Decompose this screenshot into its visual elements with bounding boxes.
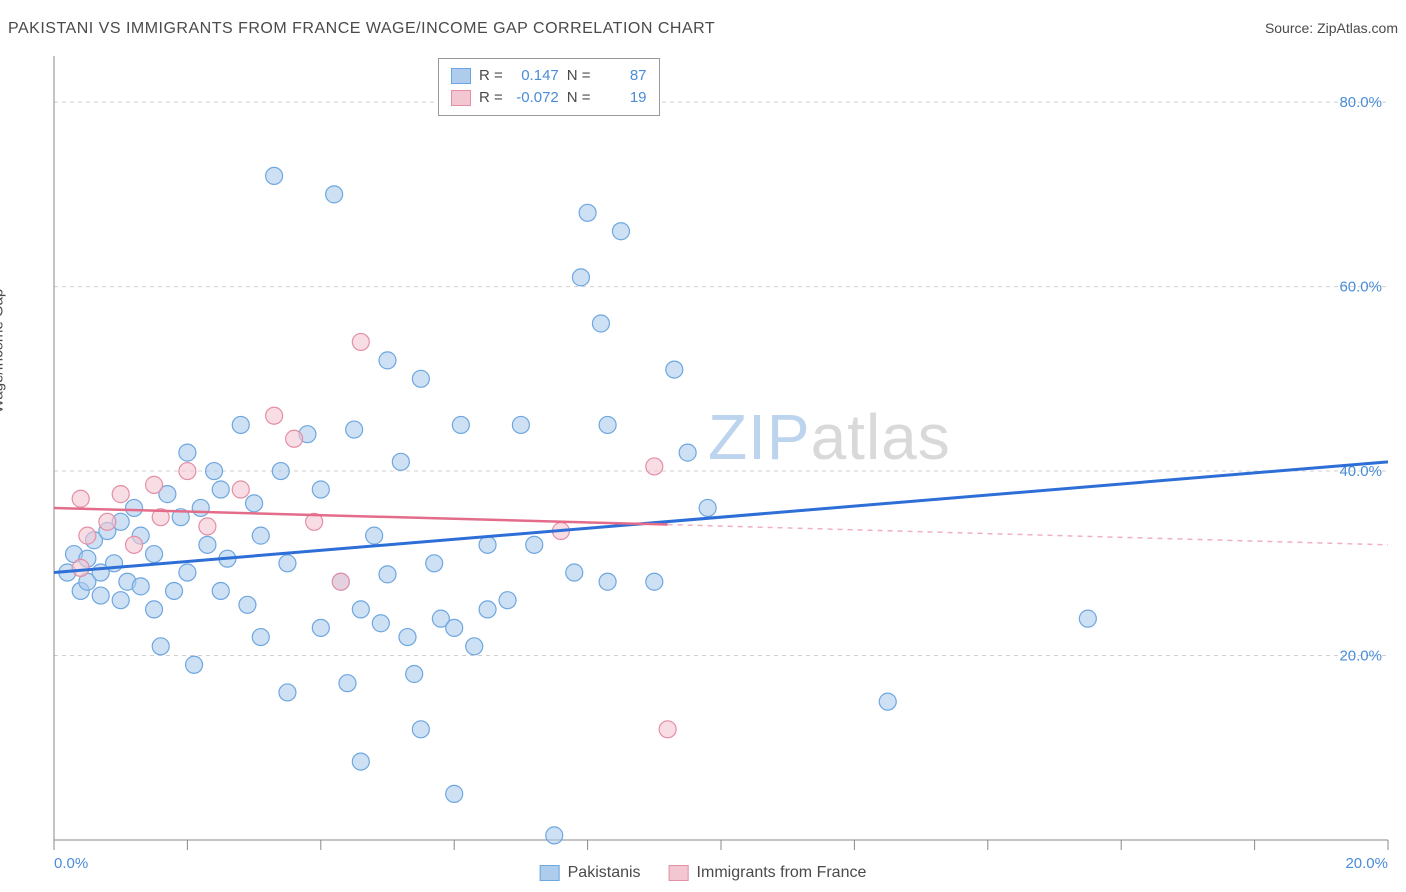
legend-swatch-a-icon <box>540 865 560 881</box>
scatter-chart: 20.0%40.0%60.0%80.0%0.0%20.0% <box>8 50 1398 884</box>
bottom-legend: Pakistanis Immigrants from France <box>540 864 867 882</box>
chart-area: Wage/Income Gap 20.0%40.0%60.0%80.0%0.0%… <box>8 50 1398 884</box>
stats-legend-box: R = 0.147 N = 87 R = -0.072 N = 19 <box>438 58 660 116</box>
legend-label-a: Pakistanis <box>568 864 641 882</box>
swatch-b-icon <box>451 90 471 106</box>
r-label-b: R = <box>479 87 503 109</box>
n-value-b: 19 <box>599 87 647 109</box>
r-label-a: R = <box>479 65 503 87</box>
y-axis-label: Wage/Income Gap <box>0 289 7 414</box>
legend-item-a: Pakistanis <box>540 864 641 882</box>
svg-text:60.0%: 60.0% <box>1339 279 1382 296</box>
chart-title: PAKISTANI VS IMMIGRANTS FROM FRANCE WAGE… <box>8 20 715 38</box>
svg-text:20.0%: 20.0% <box>1339 648 1382 665</box>
n-value-a: 87 <box>599 65 647 87</box>
legend-item-b: Immigrants from France <box>669 864 867 882</box>
swatch-a-icon <box>451 68 471 84</box>
svg-text:80.0%: 80.0% <box>1339 94 1382 111</box>
legend-label-b: Immigrants from France <box>697 864 867 882</box>
legend-swatch-b-icon <box>669 865 689 881</box>
stats-row-a: R = 0.147 N = 87 <box>451 65 647 87</box>
r-value-a: 0.147 <box>511 65 559 87</box>
n-label-b: N = <box>567 87 591 109</box>
stats-row-b: R = -0.072 N = 19 <box>451 87 647 109</box>
svg-text:20.0%: 20.0% <box>1345 855 1388 872</box>
svg-text:0.0%: 0.0% <box>54 855 88 872</box>
chart-source: Source: ZipAtlas.com <box>1265 20 1398 36</box>
r-value-b: -0.072 <box>511 87 559 109</box>
n-label-a: N = <box>567 65 591 87</box>
